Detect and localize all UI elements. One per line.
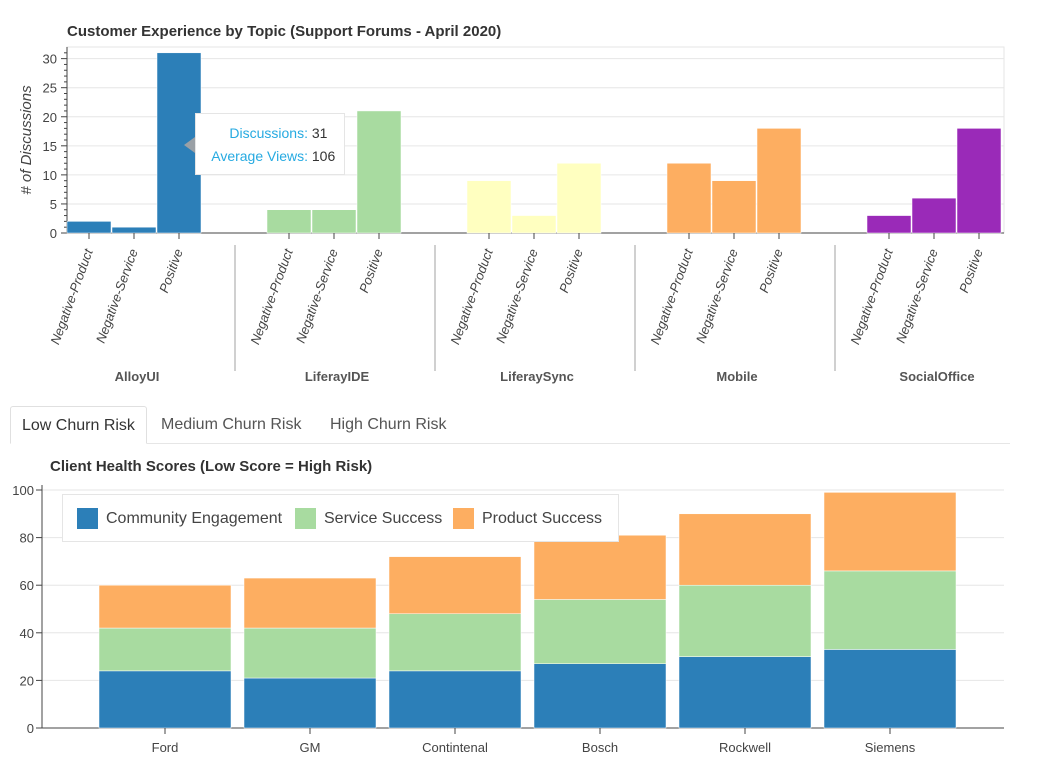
bar-LiferayIDE-Negative-Product (266, 209, 312, 234)
x-tick-label: Positive (356, 247, 386, 295)
chart1-title: Customer Experience by Topic (Support Fo… (67, 23, 502, 40)
x-tick-label: Negative-Service (893, 247, 941, 345)
bar-Siemens-Community Engagement (823, 649, 957, 729)
legend-label: Service Success (324, 510, 443, 527)
y-tick-label: 100 (12, 483, 34, 498)
x-tick-label: Positive (556, 247, 586, 295)
y-tick-label: 5 (50, 197, 57, 212)
bar-Mobile-Negative-Product (666, 163, 712, 234)
legend-swatch (453, 508, 474, 529)
bar-Mobile-Negative-Service (711, 180, 757, 234)
x-tick-label: Negative-Service (293, 247, 341, 345)
tab-low-churn-risk[interactable]: Low Churn Risk (10, 406, 147, 444)
tab-high-churn-risk[interactable]: High Churn Risk (330, 416, 447, 433)
hover-tooltip: Discussions: 31 Average Views: 106 (195, 113, 345, 175)
x-tick-label: Negative-Product (847, 246, 896, 347)
bar-SocialOffice-Negative-Product (866, 215, 912, 234)
y-tick-label: 20 (43, 110, 57, 125)
y-tick-label: 80 (20, 531, 34, 546)
y-tick-label: 60 (20, 578, 34, 593)
x-tick-label: Rockwell (719, 740, 771, 755)
bar-LiferaySync-Positive (556, 163, 602, 234)
bar-Rockwell-Service Success (678, 584, 812, 657)
x-tick-label: Negative-Service (93, 247, 141, 345)
tooltip-views-value: 106 (311, 148, 336, 164)
group-label: LiferaySync (500, 369, 574, 384)
bar-LiferayIDE-Negative-Service (311, 209, 357, 234)
x-tick-label: Negative-Product (247, 246, 296, 347)
bar-AlloyUI-Negative-Service (111, 226, 157, 234)
y-tick-label: 0 (50, 226, 57, 241)
topic-bar-chart: 0 5 10 15 20 25 30 # of Discussions Negative-Pro… (18, 46, 1005, 384)
x-tick-label: Siemens (865, 740, 916, 755)
chart2-title: Client Health Scores (Low Score = High R… (50, 458, 373, 475)
bar-Bosch-Community Engagement (533, 663, 667, 729)
bar-GM-Service Success (243, 627, 377, 679)
bar-GM-Community Engagement (243, 677, 377, 729)
bar-GM-Product Success (243, 577, 377, 629)
bar-Contintenal-Product Success (388, 556, 522, 615)
legend-swatch (77, 508, 98, 529)
bar-Ford-Community Engagement (98, 670, 232, 729)
bar-AlloyUI-Negative-Product (66, 221, 112, 234)
y-tick-label: 25 (43, 81, 57, 96)
legend-label: Product Success (482, 510, 603, 527)
y-tick-label: 40 (20, 626, 34, 641)
bar-LiferaySync-Negative-Product (466, 180, 512, 234)
tooltip-discussions-label: Discussions: (229, 125, 308, 141)
group-label: SocialOffice (899, 369, 974, 384)
x-tick-label: Bosch (582, 740, 618, 755)
bar-SocialOffice-Negative-Service (911, 197, 957, 234)
legend-item-community-engagement[interactable]: Community Engagement (77, 508, 282, 530)
y-tick-label: 10 (43, 168, 57, 183)
x-tick-label: Negative-Product (447, 246, 496, 347)
x-tick-label: Positive (956, 247, 986, 295)
legend-swatch (295, 508, 316, 529)
x-tick-label: Negative-Service (493, 247, 541, 345)
y-tick-label: 0 (27, 721, 34, 736)
bar-LiferaySync-Negative-Service (511, 215, 557, 234)
bar-Ford-Service Success (98, 627, 232, 672)
group-label: LiferayIDE (305, 369, 370, 384)
x-tick-label: Negative-Service (693, 247, 741, 345)
bar-Bosch-Service Success (533, 599, 667, 664)
chart2-legend: Community Engagement Service Success Pro… (62, 494, 619, 542)
bar-Mobile-Positive (756, 128, 802, 234)
group-label: Mobile (716, 369, 757, 384)
bar-Rockwell-Community Engagement (678, 656, 812, 729)
group-label: AlloyUI (115, 369, 160, 384)
tooltip-views-label: Average Views: (211, 148, 308, 164)
x-tick-label: Contintenal (422, 740, 488, 755)
legend-item-product-success[interactable]: Product Success (453, 508, 602, 530)
legend-item-service-success[interactable]: Service Success (295, 508, 442, 530)
bar-Siemens-Service Success (823, 570, 957, 650)
bar-Contintenal-Community Engagement (388, 670, 522, 729)
bar-Bosch-Product Success (533, 534, 667, 600)
y-tick-label: 20 (20, 673, 34, 688)
bar-LiferayIDE-Positive (356, 110, 402, 234)
y-tick-label: 15 (43, 139, 57, 154)
bar-Siemens-Product Success (823, 492, 957, 572)
x-tick-label: Negative-Product (47, 246, 96, 347)
bar-Contintenal-Service Success (388, 613, 522, 672)
bar-Ford-Product Success (98, 584, 232, 629)
tooltip-arrow (184, 137, 195, 153)
x-tick-label: GM (300, 740, 321, 755)
x-tick-label: Negative-Product (647, 246, 696, 347)
x-tick-label: Ford (152, 740, 179, 755)
bar-Rockwell-Product Success (678, 513, 812, 586)
bar-SocialOffice-Positive (956, 128, 1002, 234)
churn-risk-tabs: Low Churn Risk Medium Churn Risk High Ch… (10, 406, 1010, 444)
x-tick-label: Positive (756, 247, 786, 295)
legend-label: Community Engagement (106, 510, 283, 527)
x-tick-label: Positive (156, 247, 186, 295)
tooltip-discussions-value: 31 (311, 125, 328, 141)
tab-medium-churn-risk[interactable]: Medium Churn Risk (161, 416, 302, 433)
y-tick-label: 30 (43, 52, 57, 67)
y-axis-label: # of Discussions (18, 85, 35, 195)
